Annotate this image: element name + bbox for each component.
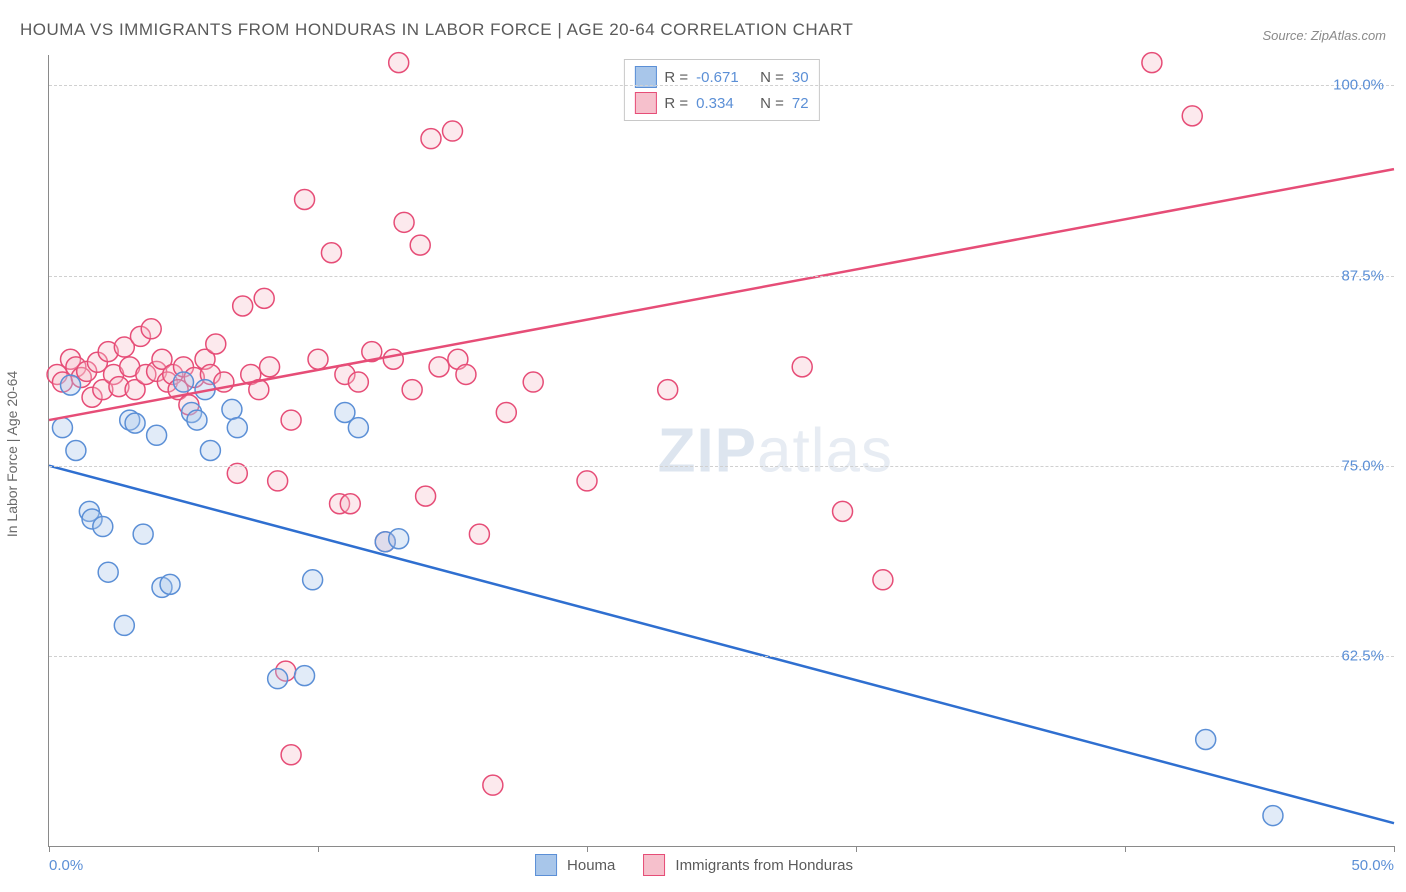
data-point	[260, 357, 280, 377]
x-tick-label: 50.0%	[1351, 857, 1394, 874]
x-tick	[1125, 846, 1126, 852]
legend-series-label: Immigrants from Honduras	[675, 857, 853, 874]
data-point	[125, 413, 145, 433]
data-point	[295, 666, 315, 686]
y-tick-label: 100.0%	[1333, 77, 1384, 94]
data-point	[222, 399, 242, 419]
data-point	[254, 288, 274, 308]
y-axis-label: In Labor Force | Age 20-64	[4, 371, 20, 537]
data-point	[206, 334, 226, 354]
legend-series-label: Houma	[567, 857, 615, 874]
legend-series: Houma Immigrants from Honduras	[535, 854, 871, 876]
data-point	[98, 562, 118, 582]
data-point	[61, 375, 81, 395]
data-point	[93, 517, 113, 537]
gridline	[49, 85, 1394, 86]
data-point	[421, 129, 441, 149]
data-point	[187, 410, 207, 430]
data-point	[1182, 106, 1202, 126]
data-point	[268, 471, 288, 491]
data-point	[340, 494, 360, 514]
data-point	[295, 190, 315, 210]
data-point	[1263, 806, 1283, 826]
data-point	[792, 357, 812, 377]
x-tick	[1394, 846, 1395, 852]
data-point	[496, 402, 516, 422]
data-point	[873, 570, 893, 590]
trend-line	[49, 466, 1394, 823]
data-point	[114, 615, 134, 635]
r-value: 0.334	[696, 95, 752, 112]
plot-area: ZIPatlas R =-0.671N =30R =0.334N =72 62.…	[48, 55, 1394, 847]
data-point	[577, 471, 597, 491]
data-point	[303, 570, 323, 590]
data-point	[268, 669, 288, 689]
y-tick-label: 75.0%	[1341, 457, 1384, 474]
data-point	[281, 745, 301, 765]
data-point	[483, 775, 503, 795]
data-point	[658, 380, 678, 400]
y-tick-label: 87.5%	[1341, 267, 1384, 284]
legend-swatch	[634, 92, 656, 114]
data-point	[833, 501, 853, 521]
data-point	[523, 372, 543, 392]
data-point	[52, 418, 72, 438]
legend-swatch	[535, 854, 557, 876]
data-point	[389, 529, 409, 549]
x-tick	[587, 846, 588, 852]
data-point	[321, 243, 341, 263]
data-point	[141, 319, 161, 339]
data-point	[469, 524, 489, 544]
data-point	[416, 486, 436, 506]
legend-correlation: R = -0.671 N = 30 R = 0.334 N = 72	[623, 59, 819, 121]
data-point	[410, 235, 430, 255]
n-label: N =	[760, 95, 784, 112]
data-point	[233, 296, 253, 316]
legend-swatch	[643, 854, 665, 876]
data-point	[281, 410, 301, 430]
r-label: R =	[664, 95, 688, 112]
chart-container: HOUMA VS IMMIGRANTS FROM HONDURAS IN LAB…	[0, 0, 1406, 892]
chart-title: HOUMA VS IMMIGRANTS FROM HONDURAS IN LAB…	[20, 20, 853, 40]
data-point	[402, 380, 422, 400]
data-point	[394, 212, 414, 232]
data-point	[133, 524, 153, 544]
data-point	[1196, 730, 1216, 750]
x-tick	[318, 846, 319, 852]
data-point	[429, 357, 449, 377]
legend-correlation-row: R = 0.334 N = 72	[634, 90, 808, 116]
source-attribution: Source: ZipAtlas.com	[1262, 28, 1386, 43]
gridline	[49, 466, 1394, 467]
gridline	[49, 276, 1394, 277]
data-point	[456, 364, 476, 384]
data-point	[389, 53, 409, 73]
data-point	[308, 349, 328, 369]
data-point	[443, 121, 463, 141]
gridline	[49, 656, 1394, 657]
data-point	[66, 441, 86, 461]
n-value: 30	[792, 69, 809, 86]
data-point	[200, 441, 220, 461]
n-value: 72	[792, 95, 809, 112]
n-label: N =	[760, 69, 784, 86]
r-value: -0.671	[696, 69, 752, 86]
x-tick-label: 0.0%	[49, 857, 83, 874]
data-point	[1142, 53, 1162, 73]
r-label: R =	[664, 69, 688, 86]
data-point	[147, 425, 167, 445]
data-point	[348, 372, 368, 392]
y-tick-label: 62.5%	[1341, 647, 1384, 664]
trend-line	[49, 169, 1394, 420]
data-point	[174, 372, 194, 392]
plot-svg	[49, 55, 1394, 846]
data-point	[383, 349, 403, 369]
data-point	[160, 574, 180, 594]
data-point	[227, 418, 247, 438]
x-tick	[49, 846, 50, 852]
x-tick	[856, 846, 857, 852]
data-point	[348, 418, 368, 438]
